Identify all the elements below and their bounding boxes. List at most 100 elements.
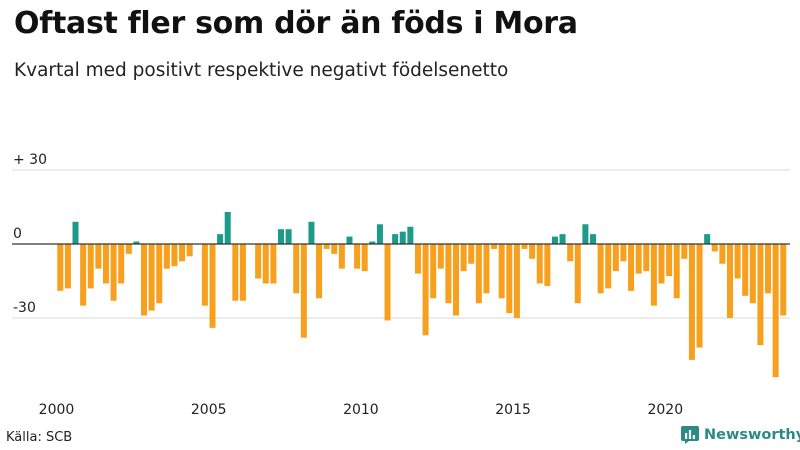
bar (80, 244, 87, 306)
bar (437, 244, 444, 269)
x-tick-label: 2020 (647, 402, 683, 418)
bar (605, 244, 612, 289)
bar (308, 221, 315, 244)
bar (209, 244, 216, 328)
bar (498, 244, 505, 299)
bar (704, 234, 711, 244)
bar (666, 244, 673, 277)
bar (765, 244, 772, 294)
bar (232, 244, 239, 301)
y-tick-label: -30 (13, 300, 36, 316)
bar (407, 226, 414, 244)
bar (772, 244, 779, 378)
bar (749, 244, 756, 304)
bar (148, 244, 155, 311)
bars (57, 211, 787, 378)
bar (422, 244, 429, 336)
bar (179, 244, 186, 262)
bar (567, 244, 574, 262)
bar (414, 244, 421, 274)
bar (262, 244, 269, 284)
bar (201, 244, 208, 306)
chart-subtitle: Kvartal med positivt respektive negativt… (14, 60, 509, 81)
bar-chart-icon (681, 426, 699, 444)
bar (726, 244, 733, 318)
bar (133, 241, 140, 244)
bar (453, 244, 460, 316)
bar (529, 244, 536, 259)
bar (217, 234, 224, 244)
bar (445, 244, 452, 304)
grid-lines (12, 169, 790, 319)
bar (293, 244, 300, 294)
bar (590, 234, 597, 244)
bar (559, 234, 566, 244)
bar-chart: + 30 0 -30 2000 2005 2010 2015 2020 (12, 152, 790, 418)
bar (612, 244, 619, 272)
bar (757, 244, 764, 346)
bar (673, 244, 680, 299)
bar (369, 241, 376, 244)
x-tick-label: 2015 (495, 402, 531, 418)
bar (270, 244, 277, 284)
bar (711, 244, 718, 252)
bar (650, 244, 657, 306)
bar (620, 244, 627, 262)
bar (118, 244, 125, 284)
bar (734, 244, 741, 279)
bar (125, 244, 132, 254)
bar (468, 244, 475, 264)
bar (628, 244, 635, 291)
bar (536, 244, 543, 284)
bar (551, 236, 558, 244)
brand-name: Newsworthy (704, 427, 800, 443)
bar (316, 244, 323, 299)
bar (513, 244, 520, 318)
bar (338, 244, 345, 269)
bar (224, 211, 231, 244)
bar (156, 244, 163, 304)
bar (635, 244, 642, 274)
bar (688, 244, 695, 360)
bar (72, 221, 79, 244)
bar (346, 236, 353, 244)
bar (102, 244, 109, 284)
x-tick-label: 2010 (343, 402, 379, 418)
newsworthy-logo: Newsworthy (681, 426, 800, 444)
bar (300, 244, 307, 338)
bar (323, 244, 330, 249)
axes: + 30 0 -30 2000 2005 2010 2015 2020 (12, 152, 790, 418)
y-tick-label: 0 (13, 226, 22, 242)
bar (460, 244, 467, 272)
bar (399, 231, 406, 244)
bar (681, 244, 688, 259)
bar (574, 244, 581, 304)
bar (361, 244, 368, 272)
bar (277, 229, 284, 244)
bar (544, 244, 551, 286)
bar (186, 244, 193, 257)
source-label: Källa: SCB (6, 430, 73, 445)
bar (658, 244, 665, 284)
bar (163, 244, 170, 269)
bar (57, 244, 64, 291)
bar (597, 244, 604, 294)
chart-title: Oftast fler som dör än föds i Mora (14, 6, 578, 41)
x-tick-label: 2000 (39, 402, 75, 418)
bar (255, 244, 262, 279)
bar (582, 224, 589, 244)
bar (719, 244, 726, 264)
bar (392, 234, 399, 244)
bar (171, 244, 178, 267)
bar (239, 244, 246, 301)
bar (384, 244, 391, 321)
bar (780, 244, 787, 316)
bar (87, 244, 94, 289)
bar (521, 244, 528, 249)
bar (64, 244, 71, 289)
bar (742, 244, 749, 296)
bar (643, 244, 650, 272)
bar (696, 244, 703, 348)
bar (376, 224, 383, 244)
bar (141, 244, 148, 316)
